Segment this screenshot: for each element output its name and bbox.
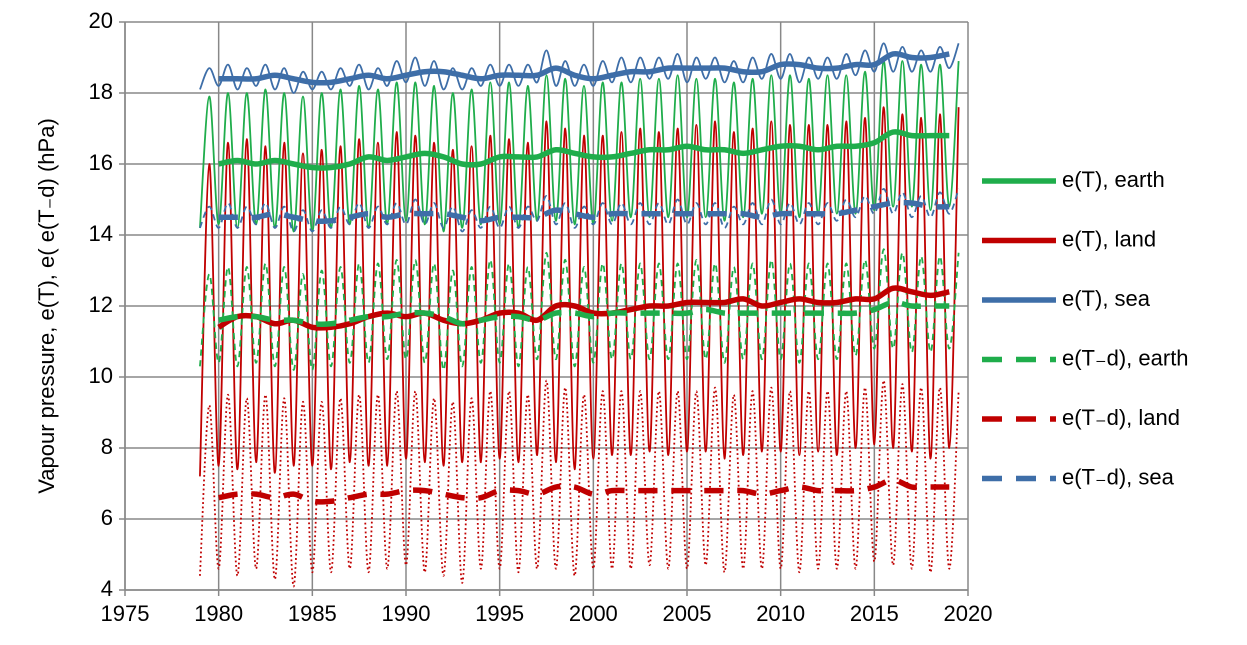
x-tick-label: 2005 bbox=[663, 601, 712, 626]
x-tick-label: 2000 bbox=[569, 601, 618, 626]
y-tick-label: 4 bbox=[101, 576, 113, 601]
seasonal-line bbox=[199, 379, 960, 588]
seasonal-line bbox=[199, 106, 960, 477]
y-tick-label: 6 bbox=[101, 505, 113, 530]
x-tick-label: 1990 bbox=[382, 601, 431, 626]
x-tick-label: 2010 bbox=[756, 601, 805, 626]
legend-label: e(T), land bbox=[1062, 226, 1156, 251]
series-line bbox=[218, 199, 950, 224]
legend-label: e(T₋d), sea bbox=[1062, 464, 1175, 489]
x-tick-label: 1975 bbox=[101, 601, 150, 626]
y-tick-label: 14 bbox=[89, 221, 113, 246]
series-line bbox=[218, 129, 950, 171]
x-tick-label: 1985 bbox=[288, 601, 337, 626]
legend-label: e(T), sea bbox=[1062, 286, 1151, 311]
x-tick-label: 1980 bbox=[194, 601, 243, 626]
y-tick-label: 10 bbox=[89, 363, 113, 388]
x-tick-label: 2015 bbox=[850, 601, 899, 626]
seasonal-line bbox=[199, 248, 960, 371]
y-tick-label: 18 bbox=[89, 79, 113, 104]
legend-label: e(T), earth bbox=[1062, 167, 1165, 192]
series-line bbox=[217, 285, 950, 331]
y-tick-label: 16 bbox=[89, 150, 113, 175]
y-tick-label: 12 bbox=[89, 292, 113, 317]
series-line bbox=[218, 50, 950, 86]
legend-label: e(T₋d), earth bbox=[1062, 345, 1189, 370]
y-tick-label: 8 bbox=[101, 434, 113, 459]
legend-label: e(T₋d), land bbox=[1062, 405, 1180, 430]
x-tick-label: 1995 bbox=[475, 601, 524, 626]
x-tick-label: 2020 bbox=[944, 601, 993, 626]
series-line bbox=[218, 477, 950, 505]
series-line bbox=[218, 299, 950, 327]
y-axis-label: Vapour pressure, e(T), e( e(T₋d) (hPa) bbox=[34, 118, 59, 494]
y-tick-label: 20 bbox=[89, 8, 113, 33]
